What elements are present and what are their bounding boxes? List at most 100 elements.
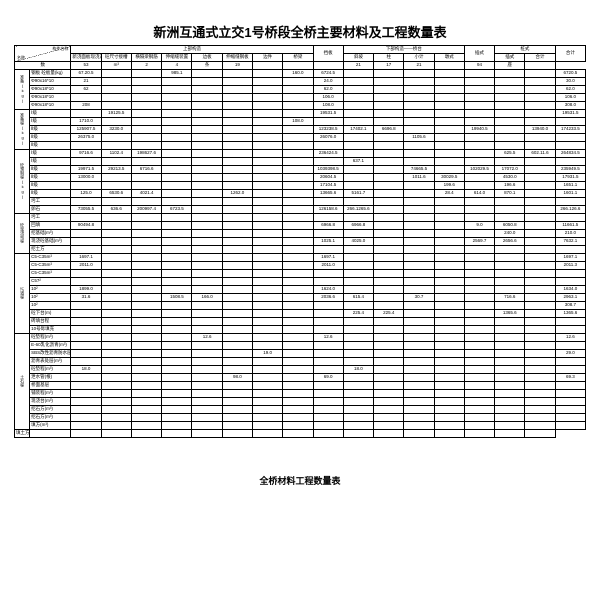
table-row: C5-C35m³ <box>15 270 586 278</box>
cell: 17072.0 <box>495 166 525 174</box>
cell: 266.126.6 <box>555 206 585 214</box>
cell <box>434 214 464 222</box>
cell <box>404 214 434 222</box>
row-label: Ⅱ级 <box>30 174 71 182</box>
cell <box>283 430 313 438</box>
u11: 21 <box>404 62 434 70</box>
cell <box>253 110 283 118</box>
row-label: Φ90x18*10 <box>30 102 71 110</box>
cell <box>283 406 313 414</box>
cell <box>404 78 434 86</box>
cell <box>222 94 252 102</box>
cell <box>71 94 101 102</box>
cell <box>464 310 494 318</box>
cell: 1710.0 <box>71 118 101 126</box>
u2: 2 <box>131 62 161 70</box>
hcol-2: 横隔梁钢筋 <box>131 54 161 62</box>
cell <box>71 326 101 334</box>
cell <box>222 430 252 438</box>
cell <box>162 222 192 230</box>
cell <box>162 342 192 350</box>
cell <box>71 246 101 254</box>
cell <box>434 430 464 438</box>
cell <box>313 422 343 430</box>
cell <box>253 182 283 190</box>
cell <box>374 358 404 366</box>
cell <box>434 206 464 214</box>
cell <box>313 118 343 126</box>
cell: 1011.6 <box>404 174 434 182</box>
row-label: 10号砾填充 <box>30 326 71 334</box>
cell <box>555 246 585 254</box>
cell <box>131 94 161 102</box>
cell <box>343 318 373 326</box>
cell <box>131 158 161 166</box>
cell <box>192 110 222 118</box>
cell <box>404 302 434 310</box>
diag-header: 构件名称 名称 <box>15 46 71 62</box>
row-label: 圬工 <box>30 214 71 222</box>
cell <box>101 358 131 366</box>
u4: 条 <box>192 62 222 70</box>
cell <box>192 302 222 310</box>
cell <box>162 238 192 246</box>
cell <box>192 310 222 318</box>
cell <box>404 118 434 126</box>
cell <box>525 206 555 214</box>
row-label: 现浇台(m³) <box>30 398 71 406</box>
cell <box>374 350 404 358</box>
cell <box>374 110 404 118</box>
cell <box>222 262 252 270</box>
cell <box>101 366 131 374</box>
cell <box>222 222 252 230</box>
cell <box>313 302 343 310</box>
cell <box>283 414 313 422</box>
cell <box>343 262 373 270</box>
cell <box>222 150 252 158</box>
cell <box>404 262 434 270</box>
cell <box>555 342 585 350</box>
row-label: 泄水管(根) <box>30 374 71 382</box>
cell: 2011.3 <box>555 262 585 270</box>
cell <box>222 238 252 246</box>
cell: 2011.0 <box>313 262 343 270</box>
cell <box>253 70 283 78</box>
cell <box>374 166 404 174</box>
data-table: 构件名称 名称 上部构造 挡板 下部构造——桥台 插式 桩式 合计 新浇面板现浇… <box>14 45 586 438</box>
cell: 123238.5 <box>313 126 343 134</box>
cell <box>283 174 313 182</box>
table-row: Ⅱ级17104.5199.6196.61651.1 <box>15 182 586 190</box>
cell <box>101 214 131 222</box>
cell: 73055.5 <box>71 206 101 214</box>
cell <box>222 358 252 366</box>
cell <box>222 214 252 222</box>
cell: 196.6 <box>495 182 525 190</box>
cell <box>101 78 131 86</box>
cell: 29213.5 <box>101 166 131 174</box>
cell <box>343 230 373 238</box>
cell <box>222 126 252 134</box>
cell: 9716.6 <box>71 150 101 158</box>
cell <box>253 326 283 334</box>
cell <box>162 262 192 270</box>
cell <box>343 374 373 382</box>
row-label: 填土方(m³) <box>15 430 30 438</box>
cell <box>162 390 192 398</box>
cell <box>101 310 131 318</box>
cell <box>283 222 313 230</box>
cell: 308.0 <box>555 102 585 110</box>
cell <box>525 182 555 190</box>
cell <box>253 190 283 198</box>
cell <box>434 422 464 430</box>
table-row: 砼垫程(m³)18.018.0 <box>15 366 586 374</box>
cell <box>162 102 192 110</box>
cell <box>253 414 283 422</box>
cell <box>253 142 283 150</box>
cell <box>192 406 222 414</box>
cell <box>525 358 555 366</box>
cell <box>404 70 434 78</box>
cell <box>283 270 313 278</box>
cell <box>434 310 464 318</box>
cell <box>434 150 464 158</box>
cell: 166.0 <box>192 294 222 302</box>
